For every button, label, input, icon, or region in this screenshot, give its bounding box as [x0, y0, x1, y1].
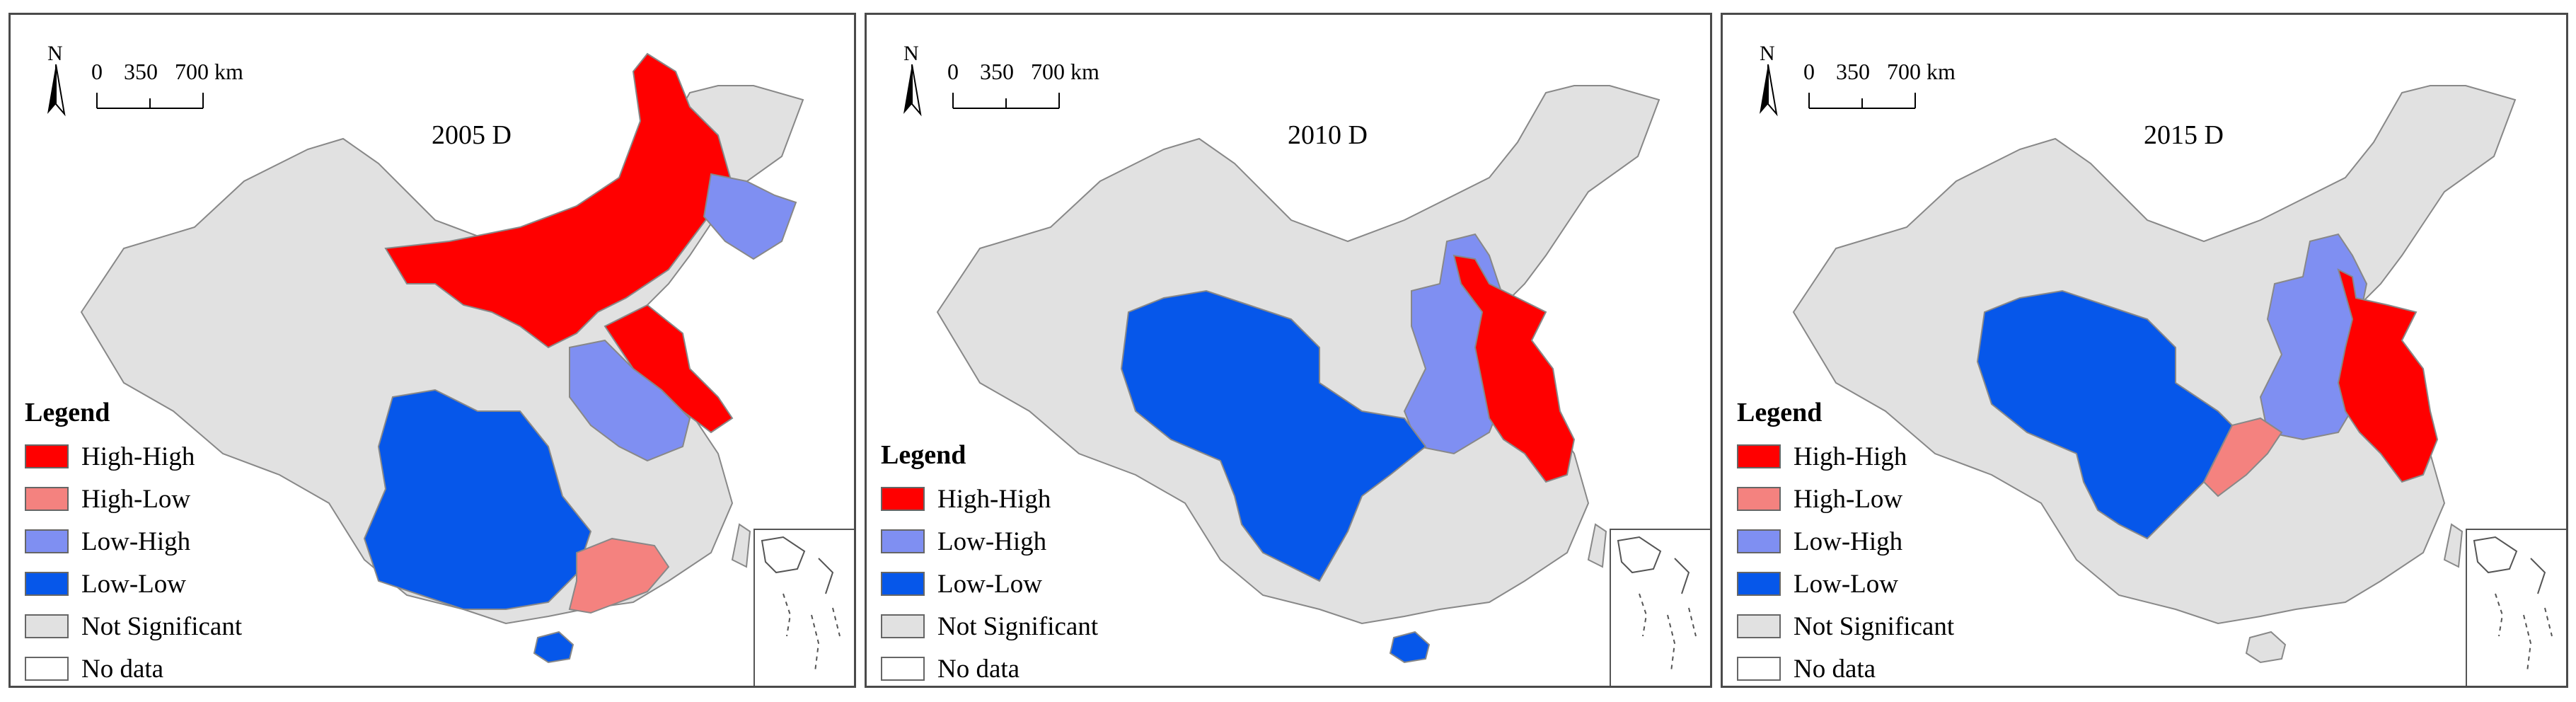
china-map-2005 — [80, 52, 804, 664]
legend-item-low-high: Low-High — [1737, 520, 1954, 563]
region-low-low-hainan — [533, 631, 574, 664]
region-high-high — [2337, 268, 2439, 483]
legend: Legend High-High High-Low Low-High Low-L… — [1737, 397, 1954, 686]
map-panel-2015: N 0 350 700 km 2015 D Legend High-High H… — [1721, 13, 2568, 688]
legend-swatch — [881, 614, 925, 638]
legend-swatch — [1737, 529, 1781, 553]
legend-title: Legend — [1737, 398, 1823, 427]
legend-item-high-low: High-Low — [1737, 478, 1954, 520]
region-high-low-south — [568, 537, 670, 614]
region-high-high — [1452, 254, 1576, 483]
north-arrow-icon — [903, 64, 922, 117]
legend-title: Legend — [25, 398, 110, 427]
legend-swatch — [881, 657, 925, 681]
north-arrow-label: N — [47, 42, 63, 65]
legend-swatch — [25, 572, 69, 596]
legend-swatch — [25, 529, 69, 553]
legend-swatch — [1737, 487, 1781, 511]
scale-label-700: 700 km — [1031, 59, 1099, 84]
north-arrow-label: N — [1760, 42, 1775, 65]
inset-map — [761, 536, 841, 672]
china-map-2015 — [1792, 85, 2517, 664]
region-low-low-west — [1976, 289, 2234, 540]
legend-swatch — [881, 487, 925, 511]
legend-item-no-data: No data — [1737, 648, 1954, 686]
legend-item-low-high: Low-High — [881, 520, 1098, 563]
north-arrow-icon — [1760, 64, 1778, 117]
legend-item-low-low: Low-Low — [1737, 563, 1954, 605]
scale-label-350: 350 — [980, 59, 1014, 84]
legend-swatch — [25, 444, 69, 468]
region-low-high-central — [569, 339, 691, 462]
legend-item-high-low: High-Low — [25, 478, 242, 520]
legend-swatch — [25, 614, 69, 638]
legend-swatch — [1737, 614, 1781, 638]
region-low-low-southwest — [363, 389, 592, 610]
region-taiwan — [2443, 523, 2464, 568]
region-low-low-west — [1120, 289, 1427, 582]
inset-map — [2473, 536, 2553, 672]
scale-bar — [1808, 93, 1916, 109]
south-china-sea-inset — [1610, 529, 1710, 686]
region-taiwan — [731, 523, 751, 568]
legend: Legend High-High High-Low Low-High Low-L… — [25, 397, 242, 686]
legend-item-not-significant: Not Significant — [1737, 605, 1954, 648]
legend-title: Legend — [881, 440, 966, 470]
south-china-sea-inset — [2466, 529, 2566, 686]
inset-map — [1617, 536, 1697, 672]
region-taiwan — [1587, 523, 1607, 568]
region-low-high-northeast — [703, 173, 797, 260]
map-panel-2010: N 0 350 700 km 2010 D Legend High-High L… — [865, 13, 1712, 688]
legend-item-no-data: No data — [881, 648, 1098, 686]
scale-label-350: 350 — [124, 59, 158, 84]
map-title: 2005 D — [432, 120, 512, 150]
legend-item-not-significant: Not Significant — [881, 605, 1098, 648]
legend-swatch — [881, 529, 925, 553]
scale-label-0: 0 — [91, 59, 103, 84]
region-high-high-north — [384, 52, 734, 349]
legend-swatch — [25, 657, 69, 681]
legend-swatch — [1737, 657, 1781, 681]
region-low-low-hainan — [1389, 631, 1431, 664]
legend-item-low-high: Low-High — [25, 520, 242, 563]
legend-item-not-significant: Not Significant — [25, 605, 242, 648]
north-arrow-icon — [47, 64, 66, 117]
legend-item-high-high: High-High — [1737, 435, 1954, 478]
map-panel-2005: N 0 350 700 km 2005 D Legend High-High H… — [8, 13, 856, 688]
legend: Legend High-High Low-High Low-Low Not Si… — [881, 439, 1098, 686]
legend-item-high-high: High-High — [25, 435, 242, 478]
legend-item-no-data: No data — [25, 648, 242, 686]
scale-label-0: 0 — [947, 59, 959, 84]
scale-bar — [96, 93, 204, 109]
scale-label-700: 700 km — [1887, 59, 1956, 84]
legend-swatch — [1737, 444, 1781, 468]
legend-item-low-low: Low-Low — [25, 563, 242, 605]
map-title: 2015 D — [2144, 120, 2224, 150]
legend-swatch — [881, 572, 925, 596]
legend-swatch — [25, 487, 69, 511]
south-china-sea-inset — [753, 529, 854, 686]
scale-bar — [952, 93, 1060, 109]
china-map-2010 — [936, 85, 1660, 664]
region-hainan — [2245, 631, 2287, 664]
legend-item-high-high: High-High — [881, 478, 1098, 520]
legend-item-low-low: Low-Low — [881, 563, 1098, 605]
map-title: 2010 D — [1288, 120, 1368, 150]
scale-label-700: 700 km — [175, 59, 243, 84]
legend-swatch — [1737, 572, 1781, 596]
north-arrow-label: N — [903, 42, 919, 65]
scale-label-0: 0 — [1803, 59, 1815, 84]
scale-label-350: 350 — [1836, 59, 1870, 84]
